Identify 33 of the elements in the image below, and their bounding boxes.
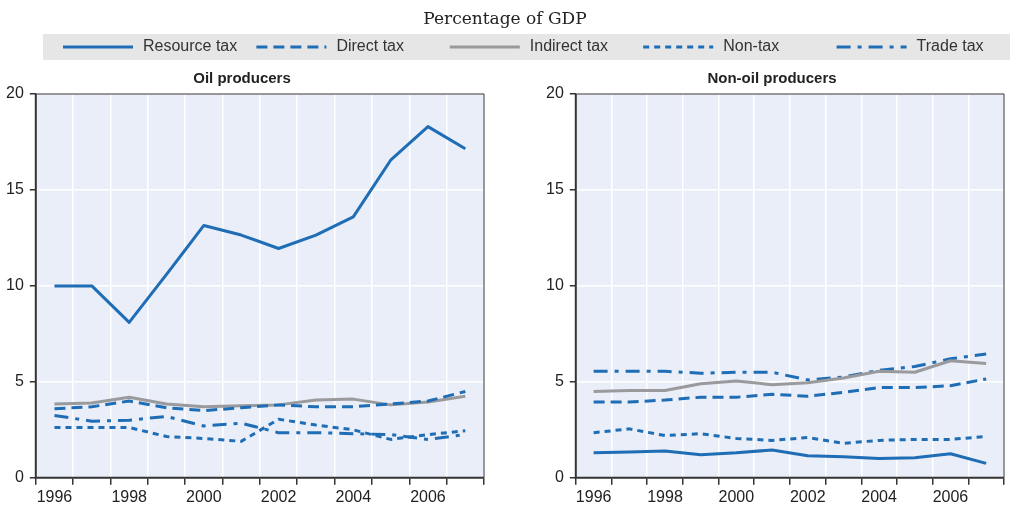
x-tick-label: 2006	[410, 487, 446, 505]
x-tick-label: 2000	[186, 487, 222, 505]
x-tick-label: 1996	[575, 487, 612, 505]
y-tick-label: 10	[6, 276, 24, 294]
legend-label: Trade tax	[916, 37, 984, 55]
y-tick-label: 10	[546, 276, 564, 294]
y-tick-label: 15	[546, 180, 564, 198]
legend-label: Non-tax	[723, 37, 780, 55]
y-tick-label: 5	[14, 372, 24, 390]
x-tick-label: 2004	[861, 487, 898, 505]
legend-label: Resource tax	[143, 37, 238, 55]
x-tick-label: 2002	[260, 487, 297, 505]
chart-title: Oil producers	[193, 69, 291, 87]
chart-title: Non-oil producers	[707, 69, 837, 87]
y-tick-label: 0	[554, 468, 564, 486]
line-series	[592, 377, 988, 404]
x-tick-label: 1998	[111, 487, 148, 505]
x-tick-label: 2006	[932, 487, 969, 505]
x-tick-label: 2004	[335, 487, 372, 505]
x-tick-label: 1996	[36, 487, 73, 505]
y-tick-label: 0	[14, 468, 24, 486]
x-tick-label: 2002	[789, 487, 826, 505]
line-series	[592, 352, 988, 382]
x-tick-label: 2000	[718, 487, 755, 505]
y-tick-label: 15	[6, 180, 24, 198]
chart-subtitle: Percentage of GDP	[422, 8, 588, 28]
y-tick-label: 20	[6, 84, 24, 102]
x-tick-label: 1998	[647, 487, 683, 505]
line-series	[52, 389, 467, 413]
legend-label: Direct tax	[336, 37, 404, 55]
y-tick-label: 5	[554, 372, 564, 390]
legend-label: Indirect tax	[529, 37, 609, 55]
y-tick-label: 20	[546, 84, 564, 102]
